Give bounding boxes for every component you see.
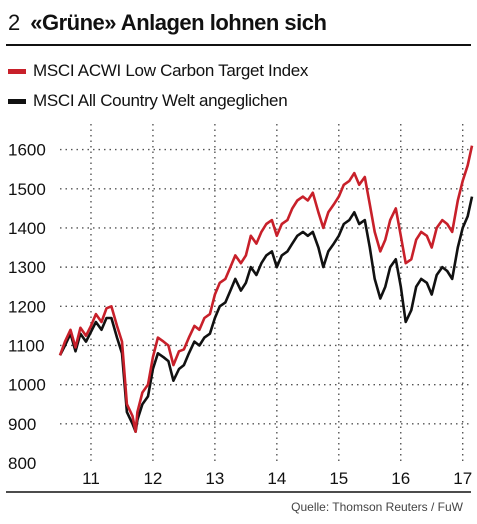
y-tick-label: 900	[8, 415, 36, 434]
x-tick-label: 17	[453, 469, 472, 488]
chart-title: «Grüne» Anlagen lohnen sich	[30, 10, 327, 35]
grid	[60, 124, 472, 463]
series-lines	[58, 145, 474, 433]
x-tick-label: 14	[267, 469, 286, 488]
y-tick-label: 1400	[8, 219, 46, 238]
figure-header: 2 «Grüne» Anlagen lohnen sich	[8, 10, 470, 46]
y-tick-label: 800	[8, 454, 36, 473]
y-tick-label: 1500	[8, 180, 46, 199]
source-note: Quelle: Thomson Reuters / FuW	[291, 500, 463, 514]
y-tick-label: 1600	[8, 141, 46, 160]
x-tick-label: 16	[391, 469, 410, 488]
y-tick-label: 1300	[8, 258, 46, 277]
legend-label-low-carbon: MSCI ACWI Low Carbon Target Index	[33, 61, 309, 80]
series-line-low-carbon	[58, 145, 474, 433]
x-axis-ticks: 11 12 13 14 15 16 17	[82, 469, 472, 488]
legend-item-all-country: MSCI All Country Welt angeglichen	[8, 86, 308, 116]
legend-item-low-carbon: MSCI ACWI Low Carbon Target Index	[8, 56, 308, 86]
y-tick-label: 1000	[8, 376, 46, 395]
legend-swatch-red	[8, 68, 26, 74]
y-tick-label: 1200	[8, 297, 46, 316]
y-axis-ticks: 800 900 1000 1100 1200 1300 1400 1500 1600	[8, 141, 46, 473]
title-divider	[6, 44, 471, 46]
y-tick-label: 1100	[8, 336, 45, 355]
legend: MSCI ACWI Low Carbon Target Index MSCI A…	[8, 56, 308, 116]
x-tick-label: 13	[205, 469, 224, 488]
figure-number: 2	[8, 10, 21, 35]
x-tick-label: 11	[82, 469, 100, 488]
x-tick-label: 12	[143, 469, 162, 488]
x-tick-label: 15	[329, 469, 348, 488]
legend-swatch-black	[8, 98, 26, 104]
series-line-all-country	[58, 196, 474, 433]
legend-label-all-country: MSCI All Country Welt angeglichen	[33, 91, 288, 110]
